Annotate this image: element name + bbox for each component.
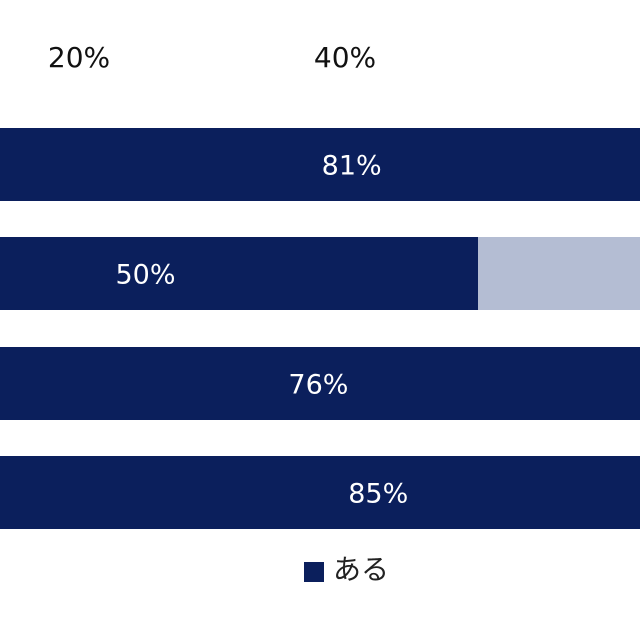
- bar-segment-aru: [0, 347, 640, 420]
- legend-swatch-aru: [304, 562, 324, 582]
- data-labels: 81% 50% 76% 85%: [115, 151, 408, 510]
- x-tick-label: 40%: [314, 41, 376, 74]
- bar-segment-aru: [0, 237, 478, 310]
- x-tick-label: 20%: [48, 41, 110, 74]
- legend-label-aru: ある: [333, 553, 389, 586]
- bar-segment-remainder: [478, 237, 640, 310]
- bars: [0, 128, 640, 529]
- x-axis-ticks: 20% 40%: [48, 41, 376, 74]
- legend: ある: [304, 553, 389, 586]
- bar-segment-aru: [0, 128, 640, 201]
- bar-data-label: 50%: [115, 260, 175, 291]
- bar-data-label: 81%: [322, 151, 382, 182]
- bar-data-label: 76%: [288, 370, 348, 401]
- bar-data-label: 85%: [348, 479, 408, 510]
- bar-segment-aru: [0, 456, 640, 529]
